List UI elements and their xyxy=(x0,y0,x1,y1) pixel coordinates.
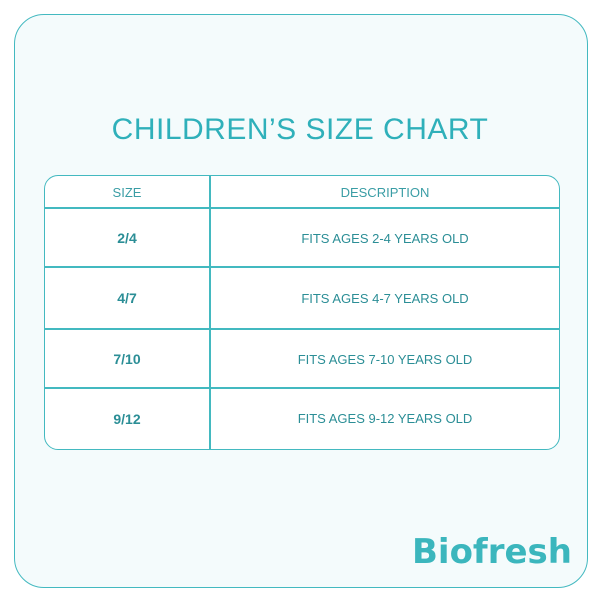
page-title: CHILDREN’S SIZE CHART xyxy=(111,113,489,146)
biofresh-logo: Biofresh xyxy=(412,532,572,572)
row-1-size: 2/4 xyxy=(117,230,137,246)
row-4-description: FITS AGES 9-12 YEARS OLD xyxy=(297,411,473,426)
row-4-size: 9/12 xyxy=(113,410,141,427)
row-divider xyxy=(45,328,559,330)
row-divider xyxy=(45,207,559,209)
size-table: SIZE DESCRIPTION 2/4 FITS AGES 2-4 YEARS… xyxy=(44,175,560,450)
column-divider xyxy=(209,176,211,449)
header-description: DESCRIPTION xyxy=(340,184,430,200)
row-3-size: 7/10 xyxy=(113,351,141,367)
header-size: SIZE xyxy=(112,184,142,200)
row-2-description: FITS AGES 4-7 YEARS OLD xyxy=(301,290,469,306)
row-2-size: 4/7 xyxy=(117,290,137,306)
row-divider xyxy=(45,387,559,389)
row-1-description: FITS AGES 2-4 YEARS OLD xyxy=(301,230,469,246)
row-divider xyxy=(45,266,559,268)
row-3-description: FITS AGES 7-10 YEARS OLD xyxy=(297,351,473,367)
